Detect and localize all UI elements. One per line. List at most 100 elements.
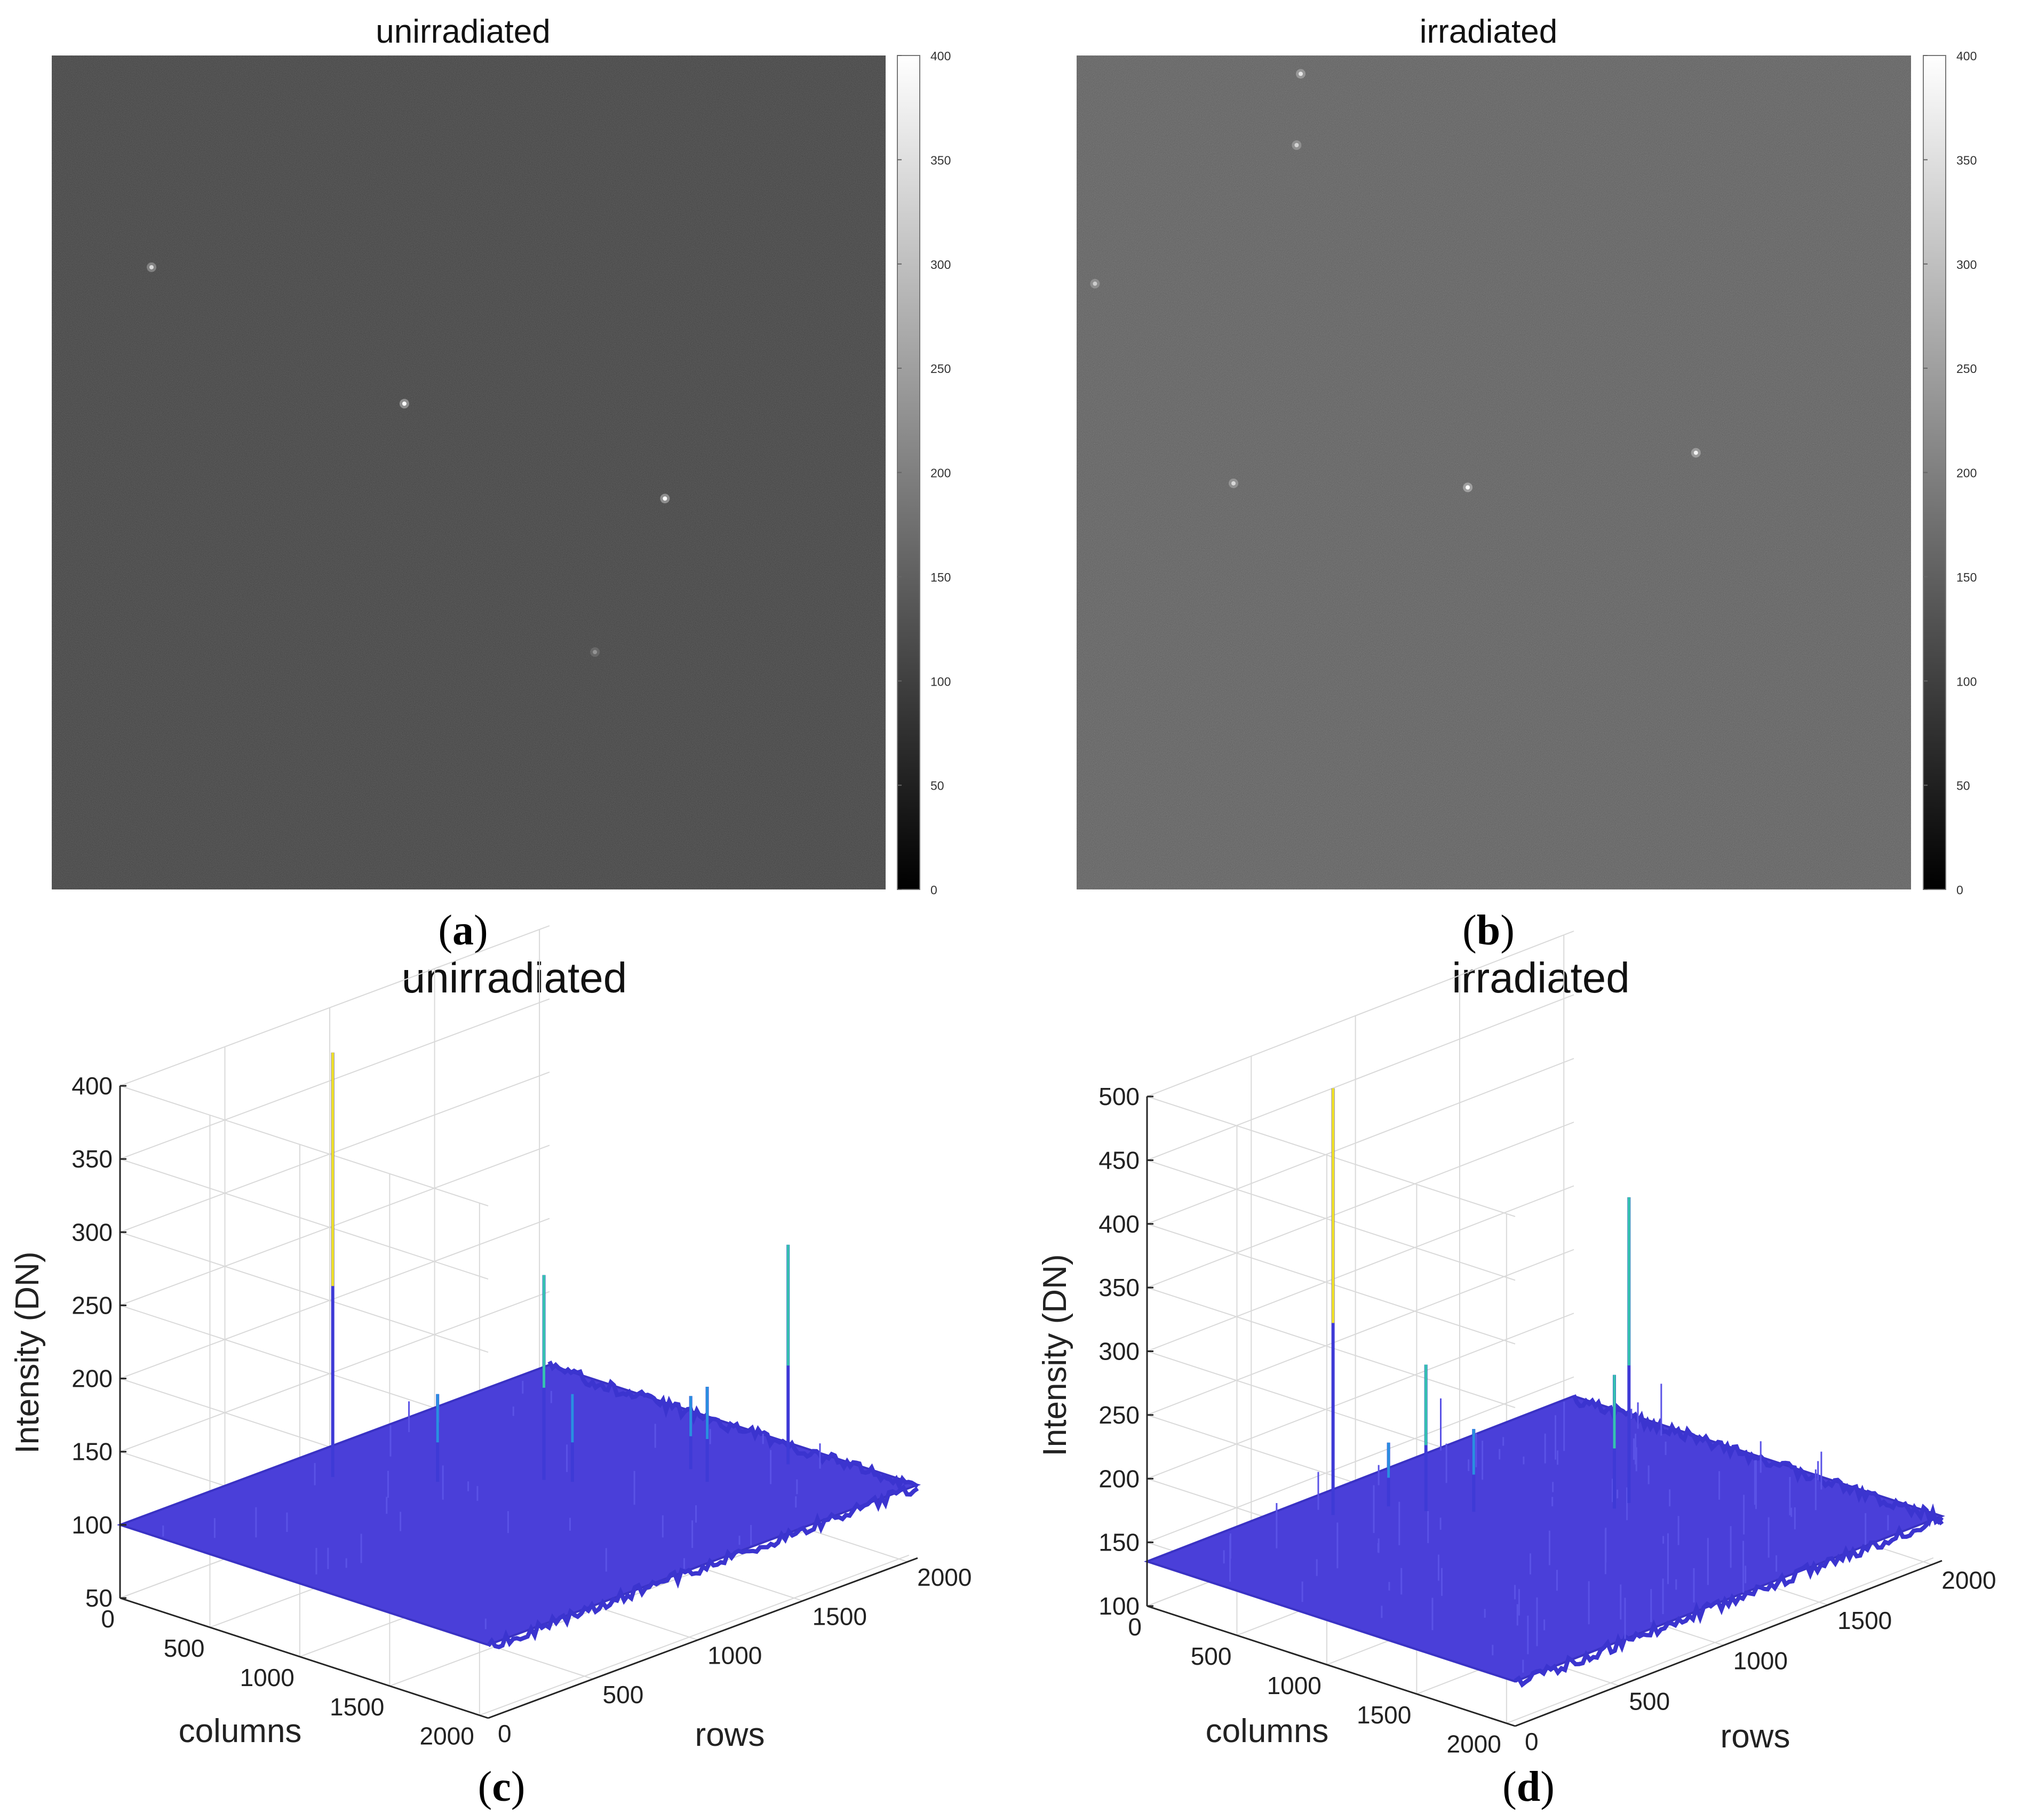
hot-pixel-5 [1466,485,1470,490]
y-tick-label-1000: 1000 [1733,1647,1788,1675]
panel-d-label-letter: d [1517,1763,1541,1810]
z-tick-label-50: 50 [85,1584,113,1612]
panel-b-colorbar-ticks: 400 350 300 250 200 150 100 50 0 [1923,49,1977,897]
colorbar-tick-label-400: 400 [1956,49,1977,63]
panel-b-label-letter: b [1477,907,1501,954]
panel-d-axes: 0 500 1000 1500 2000 0 500 1000 1500 2000 100 150 20… [1098,931,1996,1758]
z-gridline-250 [118,1145,550,1426]
x-tick-label-2000: 2000 [419,1722,474,1750]
y-tick-label-1500: 1500 [813,1602,867,1630]
surface-noise-edge-2 [1572,1394,1944,1528]
panel-d-label: (d) [1502,1763,1555,1810]
x-tick-label-1500: 1500 [330,1693,384,1721]
z-gridline-400 [1145,1058,1574,1345]
panel-c-label: (c) [478,1763,526,1810]
colorbar-tick-label-150: 150 [930,570,951,584]
surface-noise-edge-1 [486,1484,919,1650]
hot-pixel-4 [593,650,598,655]
panel-a-title: unirradiated [376,13,550,50]
y-tick-label-1500: 1500 [1837,1607,1892,1634]
z-tick-label-350: 350 [1098,1274,1140,1301]
colorbar-tick-label-350: 350 [930,153,951,167]
hot-pixel-2 [402,401,407,406]
colorbar-tick-label-400: 400 [930,49,951,63]
hot-pixel-2 [1294,143,1299,148]
panel-b-noise [1077,55,1911,889]
z-tick-label-200: 200 [71,1365,113,1393]
z-gridline-300 [118,1071,550,1353]
panel-c-title: unirradiated [402,954,627,1002]
panel-c-xlabel: columns [179,1713,302,1750]
panel-a-label-letter: a [452,907,474,954]
panel-c-label-letter: c [492,1763,511,1810]
x-tick-label-1500: 1500 [1357,1701,1411,1729]
x-tick-label-500: 500 [164,1634,205,1662]
surface-noise-edge-1 [1514,1516,1944,1688]
z-tick-label-300: 300 [1098,1338,1140,1365]
panel-b-title: irradiated [1420,13,1557,50]
colorbar-tick-label-200: 200 [1956,466,1977,480]
colorbar-tick-label-350: 350 [1956,153,1977,167]
hot-pixel-3 [1093,281,1097,286]
x-tick-label-2000: 2000 [1446,1730,1501,1758]
x-tick-label-0: 0 [1128,1613,1142,1641]
z-tick-label-450: 450 [1098,1146,1140,1174]
panel-a-hot-pixels [146,262,670,657]
panel-d-xlabel: columns [1206,1713,1329,1750]
hot-pixel-6 [1693,450,1698,455]
panel-c-axes: 0 500 1000 1500 2000 0 500 1000 1500 2000 50 100 150… [71,925,972,1750]
x-tick-label-500: 500 [1191,1642,1232,1670]
colorbar-tick-label-0: 0 [930,883,937,897]
z-tick-label-100: 100 [71,1511,113,1539]
colorbar-tick-label-100: 100 [930,674,951,688]
colorbar-tick-label-300: 300 [930,258,951,272]
x-tick-label-1000: 1000 [1267,1672,1322,1699]
surface-plane [1144,1395,1945,1683]
x-floor-gridline-2000 [479,1554,910,1716]
colorbar-tick-label-50: 50 [1956,779,1970,793]
colorbar-tick-label-250: 250 [930,362,951,376]
panel-a: unirradiated 400 350 300 250 200 150 100 50 0 (a… [52,13,951,954]
panel-b-hot-pixels [1090,69,1701,492]
y-tick-label-1000: 1000 [707,1642,762,1670]
z-tick-label-150: 150 [71,1438,113,1466]
colorbar-tick-label-250: 250 [1956,362,1977,376]
colorbar-tick-label-150: 150 [1956,570,1977,584]
z-tick-label-500: 500 [1098,1083,1140,1110]
y-axis-line [1515,1560,1943,1727]
z-tick-label-250: 250 [1098,1401,1140,1429]
panel-d: irradiated 0 500 1000 1500 2000 0 500 1000 1500 2… [1037,931,1996,1810]
colorbar-tick-label-300: 300 [1956,258,1977,272]
z-tick-label-200: 200 [1098,1465,1140,1492]
x-axis-line [120,1597,489,1719]
panel-c-ylabel: rows [695,1716,765,1753]
y-tick-label-0: 0 [498,1720,512,1747]
panel-c-zlabel: Intensity (DN) [9,1252,46,1454]
surface-noise-edge-2 [547,1360,919,1491]
x-axis-line [1147,1605,1516,1727]
y-axis-line [488,1557,918,1719]
y-tick-label-0: 0 [1525,1728,1539,1755]
z-tick-label-150: 150 [1098,1529,1140,1556]
z-gridline-350 [1145,1122,1574,1409]
colorbar-tick-label-200: 200 [930,466,951,480]
colorbar-tick-label-100: 100 [1956,674,1977,688]
z-gridline-450 [1145,994,1574,1281]
panel-d-zlabel: Intensity (DN) [1037,1254,1073,1457]
panel-d-ylabel: rows [1721,1718,1790,1755]
panel-a-label: (a) [438,907,488,954]
x-floor-gridline-2000 [1506,1557,1934,1724]
y-tick-label-500: 500 [1629,1687,1670,1715]
hot-pixel-4 [1231,481,1236,486]
y-tick-label-500: 500 [603,1681,644,1708]
hot-pixel-1 [1299,71,1303,76]
colorbar-tick-label-0: 0 [1956,883,1963,897]
y-tick-label-2000: 2000 [917,1563,972,1591]
x-tick-label-0: 0 [101,1605,115,1633]
panel-a-noise [52,55,886,889]
panel-a-colorbar-ticks: 400 350 300 250 200 150 100 50 0 [897,49,951,897]
z-tick-label-250: 250 [71,1291,113,1319]
z-tick-label-400: 400 [1098,1210,1140,1238]
hot-pixel-3 [663,496,667,501]
panel-d-title: irradiated [1452,954,1630,1002]
